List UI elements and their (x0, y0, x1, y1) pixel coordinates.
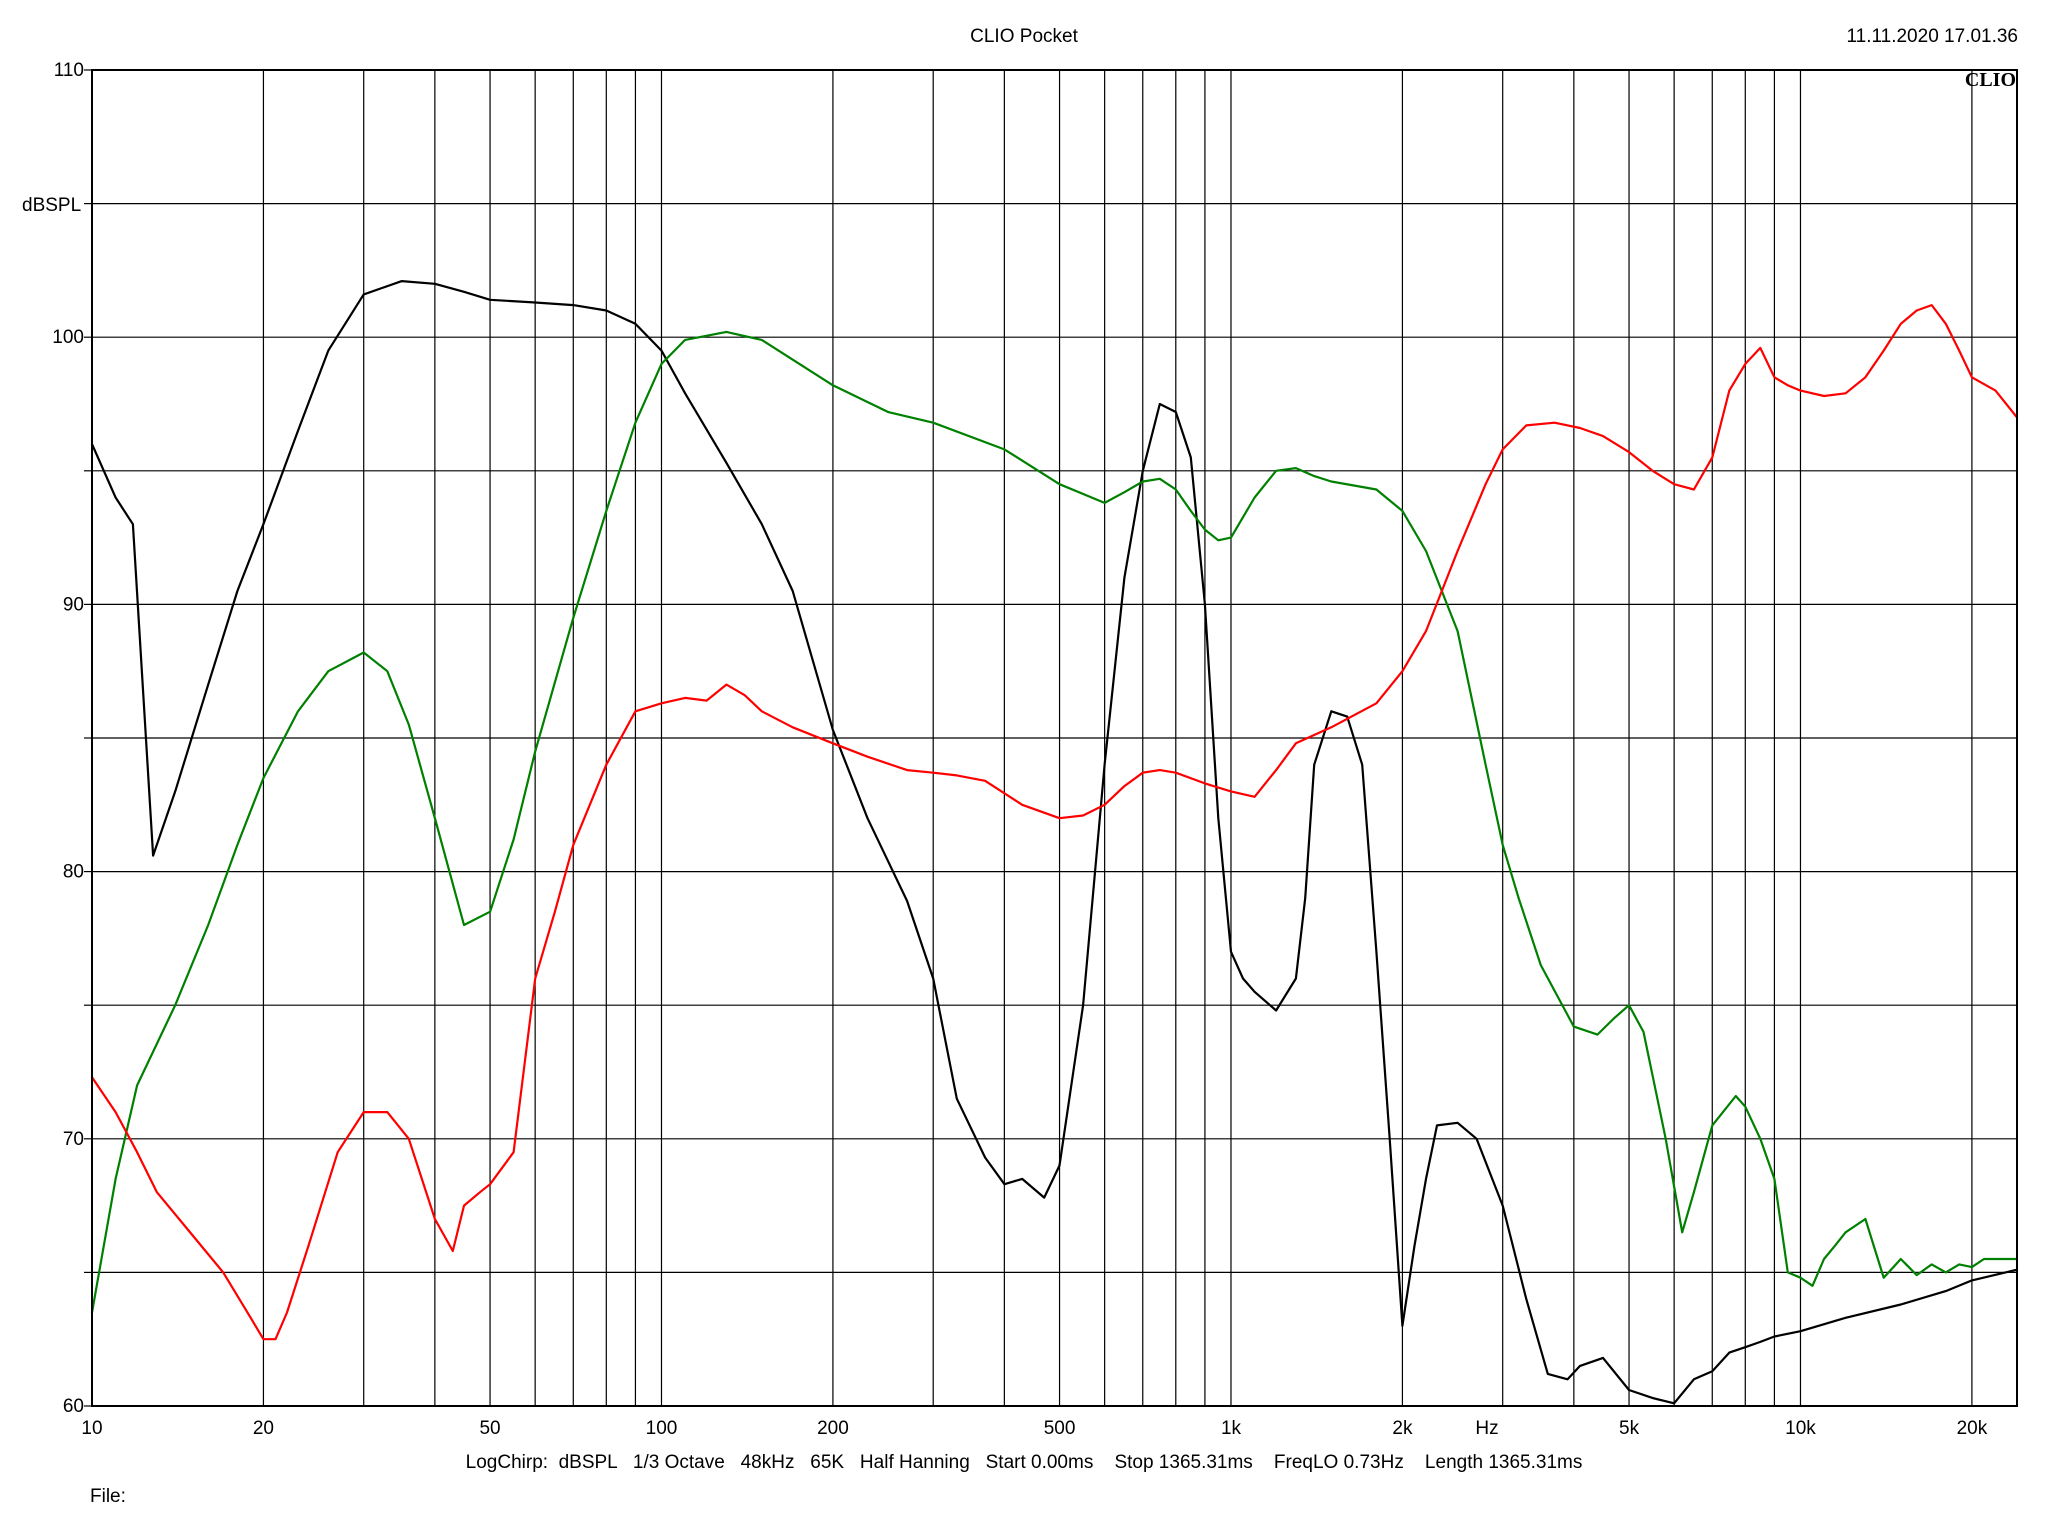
x-tick-label: 50 (479, 1418, 500, 1439)
y-tick-labels: 60 70 80 90 100 110 (52, 60, 84, 1417)
x-axis-label: Hz (1475, 1418, 1498, 1439)
x-tick-label: 10k (1785, 1418, 1816, 1439)
timestamp: 11.11.2020 17.01.36 (1846, 26, 2018, 47)
grid (84, 69, 2017, 1407)
x-tick-label: 1k (1221, 1418, 1242, 1439)
y-tick-label: 70 (63, 1129, 84, 1150)
x-tick-label: 5k (1619, 1418, 1640, 1439)
series-line-1 (90, 280, 2019, 1405)
series-layer (90, 280, 2019, 1405)
y-tick-label: 100 (52, 327, 84, 348)
measurement-settings: LogChirp: dBSPL 1/3 Octave 48kHz 65K Hal… (466, 1452, 1583, 1473)
plot-frame (91, 69, 2018, 1407)
x-tick-label: 20 (253, 1418, 274, 1439)
chart-title: CLIO Pocket (970, 26, 1078, 47)
y-tick-label: 80 (63, 862, 84, 883)
x-tick-label: 2k (1392, 1418, 1413, 1439)
x-tick-labels: 10 20 50 100 200 500 1k 2k 5k 10k 20k (81, 1418, 1987, 1439)
y-tick-label: 90 (63, 594, 84, 615)
y-axis-label: dBSPL (22, 195, 81, 216)
clio-logo: CLIO (1965, 69, 2016, 91)
x-tick-label: 10 (81, 1418, 102, 1439)
file-label: File: (90, 1486, 126, 1507)
series-line-2 (90, 330, 2019, 1314)
x-tick-label: 20k (1957, 1418, 1988, 1439)
y-tick-label: 110 (54, 60, 84, 81)
x-tick-label: 500 (1044, 1418, 1076, 1439)
x-tick-label: 100 (646, 1418, 678, 1439)
y-tick-label: 60 (63, 1396, 84, 1417)
x-tick-label: 200 (817, 1418, 849, 1439)
series-line-3 (90, 304, 2019, 1341)
